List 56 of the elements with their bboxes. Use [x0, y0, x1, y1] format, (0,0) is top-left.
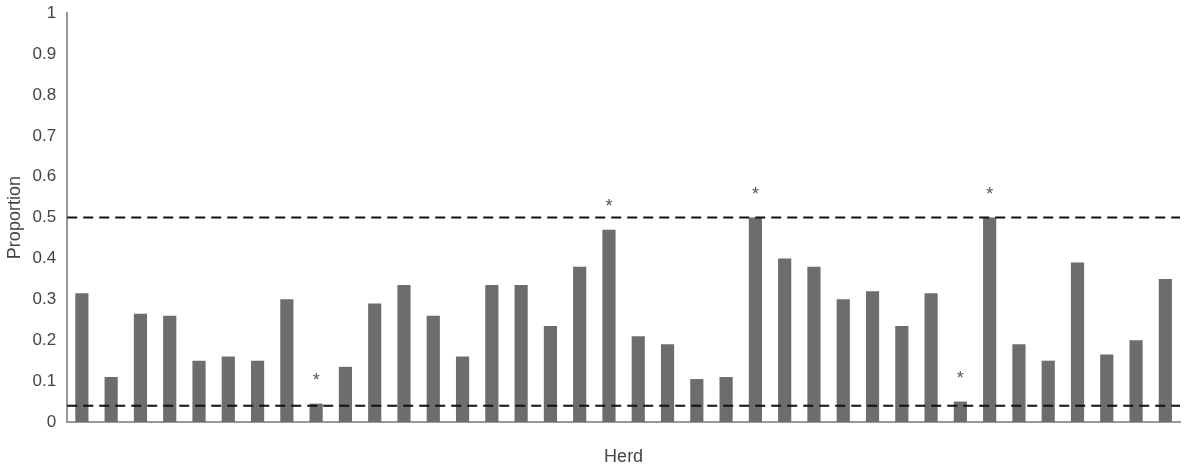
bar [485, 285, 499, 422]
bar [895, 325, 909, 422]
bar [865, 291, 880, 422]
bar [660, 344, 675, 422]
bar [309, 403, 323, 422]
bar [924, 293, 938, 422]
bar [836, 299, 850, 422]
y-tick-label: 0.8 [32, 84, 57, 104]
bar [778, 258, 792, 422]
bar [104, 377, 118, 422]
bar [250, 360, 265, 422]
bar [280, 299, 294, 422]
y-tick-label: 0.4 [32, 248, 57, 268]
y-tick-label: 0 [46, 411, 57, 431]
data-label: * [956, 367, 964, 388]
data-label: * [605, 195, 613, 216]
bar [748, 217, 762, 422]
y-tick-label: 0.5 [32, 207, 57, 227]
y-tick-label: 0.7 [32, 125, 57, 145]
bar [368, 303, 382, 422]
y-tick-label: 0.1 [32, 370, 57, 390]
bar [397, 285, 411, 422]
data-label: * [312, 369, 320, 390]
y-tick-label: 0.9 [32, 43, 57, 63]
bar [1129, 340, 1143, 422]
data-label: * [986, 183, 994, 204]
bar [1041, 360, 1055, 422]
bar [221, 356, 235, 422]
bar [455, 356, 470, 422]
bar [426, 315, 440, 422]
bar [953, 401, 967, 422]
bar [807, 266, 821, 422]
bar [1158, 278, 1172, 422]
data-label: * [751, 183, 759, 204]
bar [602, 229, 616, 422]
bar [1070, 262, 1085, 422]
bar [514, 285, 528, 422]
y-tick-label: 0.6 [32, 166, 57, 186]
y-axis-title: Proportion [3, 176, 24, 260]
bar [338, 366, 353, 422]
x-axis-title: Herd [604, 446, 644, 467]
bar [573, 266, 587, 422]
bar [1012, 344, 1026, 422]
y-tick-label: 0.3 [32, 289, 57, 309]
y-tick-label: 1 [46, 2, 57, 22]
bar [543, 325, 557, 422]
bar [133, 313, 148, 422]
bar [719, 377, 733, 422]
y-tick-label: 0.2 [32, 329, 57, 349]
bar [631, 336, 645, 422]
bar [690, 379, 704, 422]
bar [1100, 354, 1114, 422]
bar [983, 217, 997, 422]
bar [75, 293, 89, 422]
bar [163, 315, 177, 422]
bar [192, 360, 206, 422]
